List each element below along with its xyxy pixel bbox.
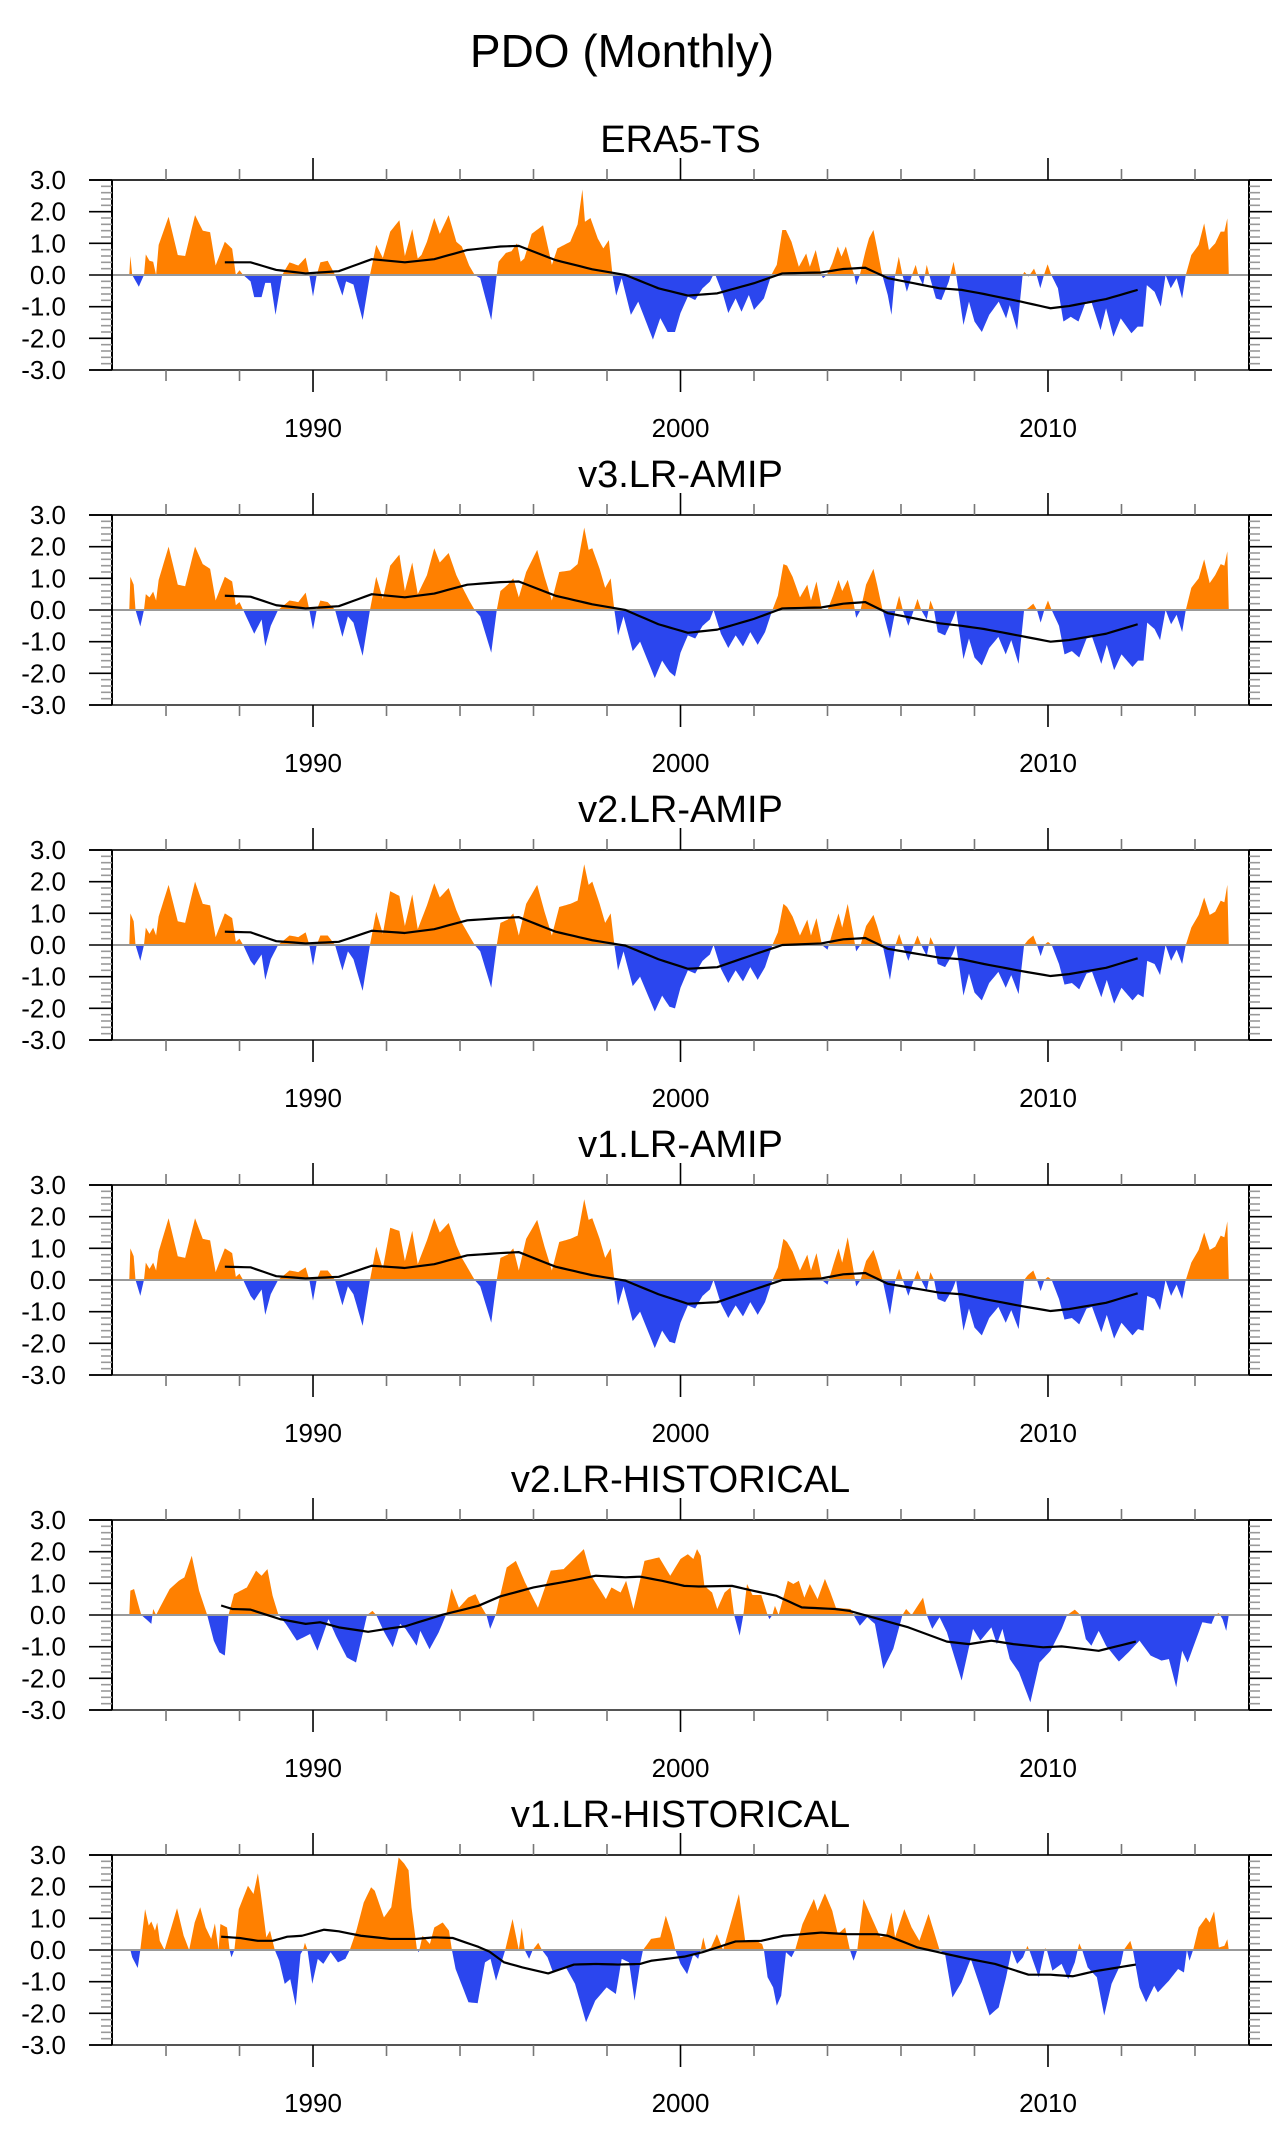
ytick-label: -2.0 (21, 658, 66, 688)
ytick-label: -1.0 (21, 627, 66, 657)
panel-1: ERA5-TS 3.02.01.00.0-1.0-2.0-3.0 1990 2000 2… (21, 119, 1272, 443)
xtick-label: 1990 (284, 1753, 342, 1783)
panel-4: v1.LR-AMIP 3.02.01.00.0-1.0-2.0-3.0 1990 20… (21, 1124, 1272, 1448)
xtick-label: 1990 (284, 1418, 342, 1448)
panel-5: v2.LR-HISTORICAL 3.02.01.00.0-1.0-2.0-3.0… (21, 1459, 1272, 1783)
positive-anomaly-area (129, 189, 1229, 275)
positive-anomaly-area (129, 527, 1229, 610)
negative-anomaly-area (129, 610, 1229, 679)
running-mean-line (220, 1574, 1137, 1652)
ytick-label: -3.0 (21, 690, 66, 720)
xtick-label: 2010 (1019, 1083, 1077, 1113)
ytick-label: -1.0 (21, 1967, 66, 1997)
ytick-label: 3.0 (30, 1505, 66, 1535)
negative-anomaly-area (129, 1950, 1229, 2023)
running-mean-line (224, 244, 1138, 310)
negative-anomaly-area (129, 1615, 1229, 1703)
positive-anomaly-area (129, 1857, 1229, 1950)
ytick-label: -1.0 (21, 1632, 66, 1662)
ytick-label: -2.0 (21, 993, 66, 1023)
ytick-label: 3.0 (30, 500, 66, 530)
ytick-label: 0.0 (30, 1265, 66, 1295)
ytick-label: 3.0 (30, 165, 66, 195)
panel-title: v1.LR-AMIP (578, 1124, 783, 1166)
ytick-label: 1.0 (30, 1903, 66, 1933)
ytick-label: 1.0 (30, 1233, 66, 1263)
ytick-label: 2.0 (30, 197, 66, 227)
running-mean-line (224, 1251, 1138, 1313)
xtick-label: 1990 (284, 413, 342, 443)
ytick-label: 0.0 (30, 930, 66, 960)
ytick-label: 3.0 (30, 1170, 66, 1200)
panel-title: v2.LR-HISTORICAL (511, 1459, 850, 1501)
ytick-label: -2.0 (21, 1328, 66, 1358)
ytick-label: -3.0 (21, 355, 66, 385)
xtick-label: 2000 (652, 1418, 710, 1448)
ytick-label: -3.0 (21, 1695, 66, 1725)
xtick-label: 2010 (1019, 1753, 1077, 1783)
ytick-label: 2.0 (30, 1872, 66, 1902)
xtick-label: 2010 (1019, 1418, 1077, 1448)
positive-anomaly-area (129, 1199, 1229, 1280)
ytick-label: 2.0 (30, 1202, 66, 1232)
negative-anomaly-area (129, 275, 1229, 340)
panel-title: v2.LR-AMIP (578, 789, 783, 831)
xtick-label: 2000 (652, 1753, 710, 1783)
xtick-label: 2000 (652, 2088, 710, 2118)
ytick-label: 0.0 (30, 260, 66, 290)
ytick-label: -3.0 (21, 1025, 66, 1055)
panel-3: v2.LR-AMIP 3.02.01.00.0-1.0-2.0-3.0 1990 20… (21, 789, 1272, 1113)
ytick-label: -3.0 (21, 2030, 66, 2060)
ytick-label: 2.0 (30, 867, 66, 897)
ytick-label: 2.0 (30, 532, 66, 562)
ytick-label: 2.0 (30, 1537, 66, 1567)
positive-anomaly-area (129, 864, 1229, 945)
ytick-label: 1.0 (30, 228, 66, 258)
xtick-label: 2010 (1019, 2088, 1077, 2118)
ytick-label: -1.0 (21, 962, 66, 992)
xtick-label: 2010 (1019, 748, 1077, 778)
running-mean-line (224, 580, 1138, 643)
panel-title: v3.LR-AMIP (578, 454, 783, 496)
ytick-label: -1.0 (21, 1297, 66, 1327)
negative-anomaly-area (129, 945, 1229, 1012)
xtick-label: 2000 (652, 413, 710, 443)
ytick-label: -3.0 (21, 1360, 66, 1390)
xtick-label: 1990 (284, 1083, 342, 1113)
panel-title: v1.LR-HISTORICAL (511, 1794, 850, 1836)
ytick-label: 0.0 (30, 1600, 66, 1630)
ytick-label: 0.0 (30, 595, 66, 625)
xtick-label: 1990 (284, 748, 342, 778)
ytick-label: 0.0 (30, 1935, 66, 1965)
chart-title: PDO (Monthly) (470, 25, 774, 77)
ytick-label: -2.0 (21, 1663, 66, 1693)
ytick-label: 3.0 (30, 835, 66, 865)
panel-6: v1.LR-HISTORICAL 3.02.01.00.0-1.0-2.0-3.0… (21, 1794, 1272, 2118)
ytick-label: -2.0 (21, 1998, 66, 2028)
ytick-label: 1.0 (30, 898, 66, 928)
ytick-label: -1.0 (21, 292, 66, 322)
ytick-label: 1.0 (30, 563, 66, 593)
panel-2: v3.LR-AMIP 3.02.01.00.0-1.0-2.0-3.0 1990 20… (21, 454, 1272, 778)
xtick-label: 2000 (652, 748, 710, 778)
xtick-label: 2010 (1019, 413, 1077, 443)
xtick-label: 1990 (284, 2088, 342, 2118)
ytick-label: 1.0 (30, 1568, 66, 1598)
xtick-label: 2000 (652, 1083, 710, 1113)
negative-anomaly-area (129, 1280, 1229, 1349)
running-mean-line (224, 916, 1138, 978)
ytick-label: -2.0 (21, 323, 66, 353)
panel-title: ERA5-TS (600, 119, 760, 161)
ytick-label: 3.0 (30, 1840, 66, 1870)
positive-anomaly-area (129, 1549, 1229, 1615)
running-mean-line (221, 1928, 1136, 1978)
